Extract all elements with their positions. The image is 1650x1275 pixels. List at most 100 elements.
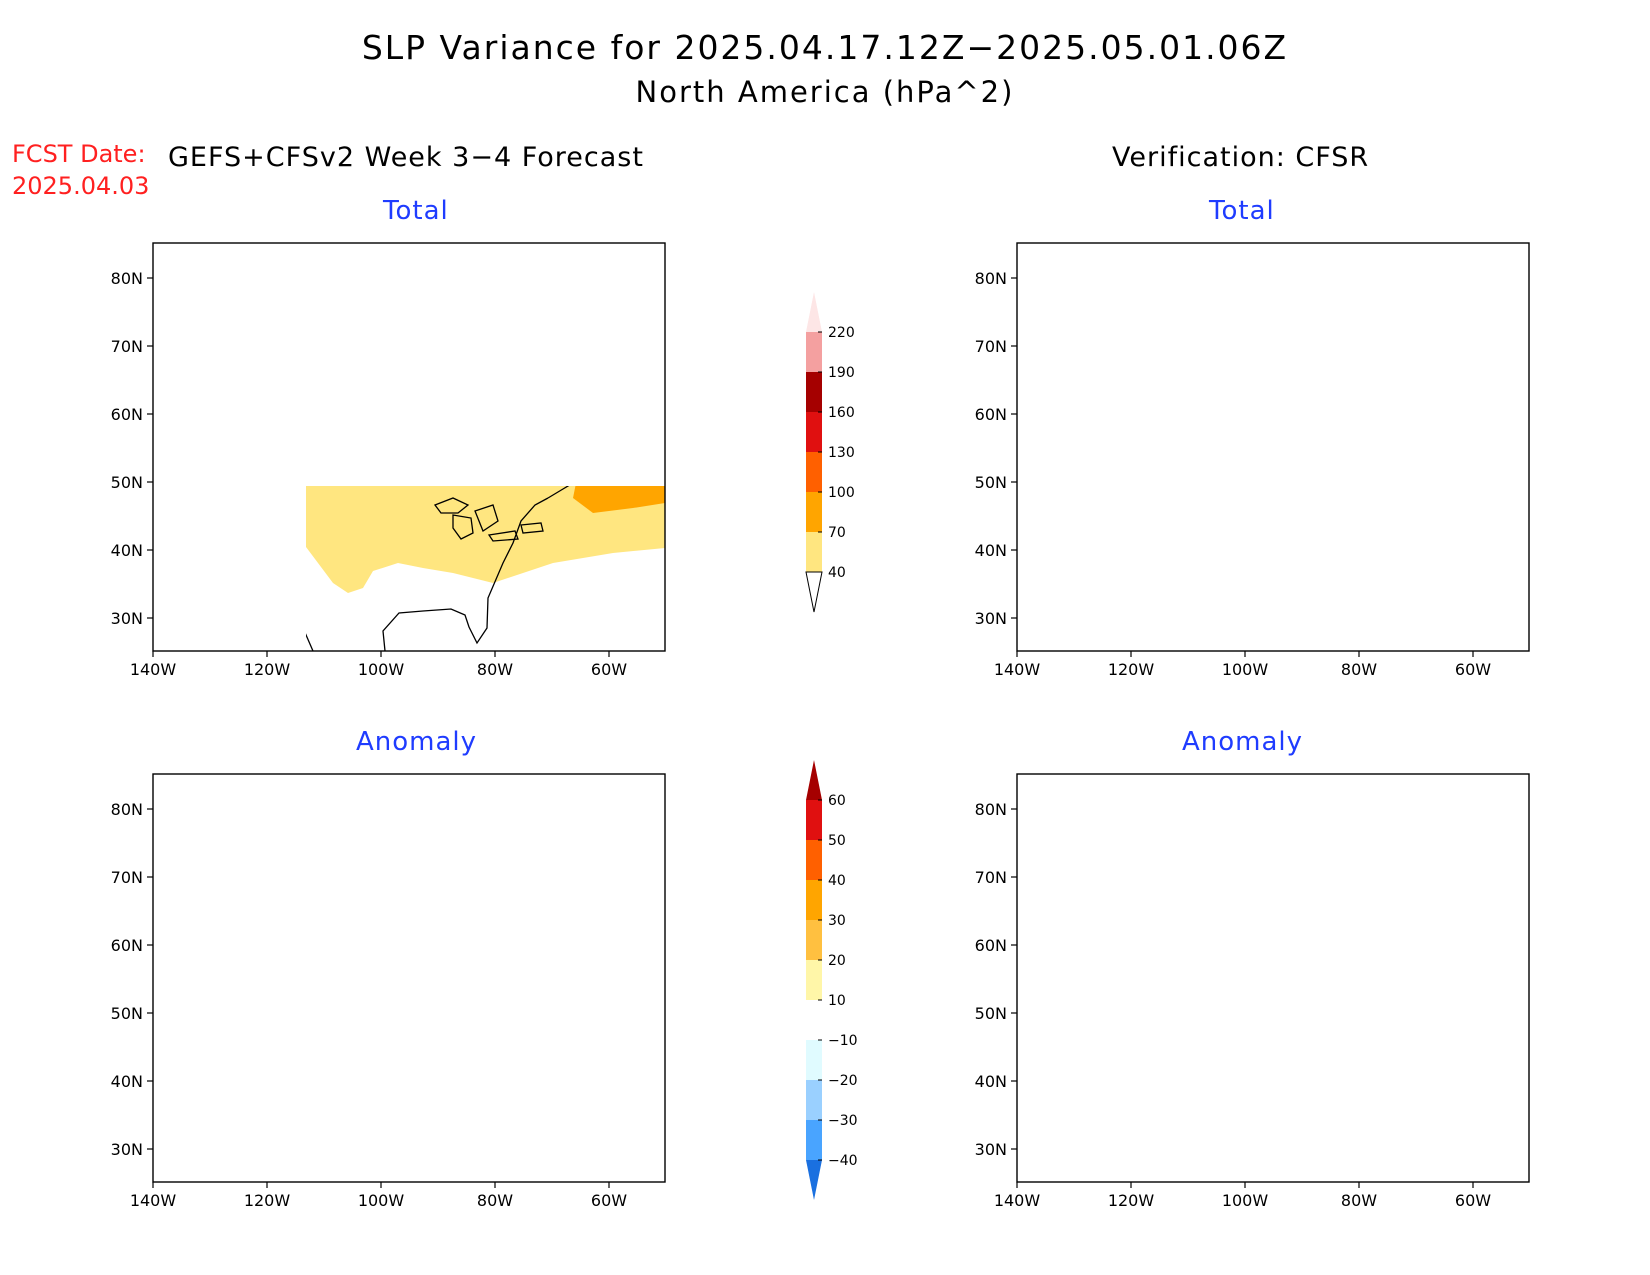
- lat-label: 80N: [975, 800, 1007, 819]
- verification-anomaly-shade-neg30: [1017, 964, 1097, 1049]
- lat-label: 40N: [111, 541, 143, 560]
- colorbar-bottom-arrow: [805, 571, 823, 613]
- lon-label: 140W: [130, 1191, 177, 1210]
- total-colorbar: 40 70 100 130 160 190 220: [805, 292, 855, 613]
- lat-label: 60N: [111, 936, 143, 955]
- lat-label: 30N: [975, 609, 1007, 628]
- verification-total-map: [1016, 242, 1530, 652]
- lat-label: 50N: [111, 1004, 143, 1023]
- lat-label: 60N: [111, 405, 143, 424]
- lon-label: 80W: [1341, 660, 1377, 679]
- colorbar-bin: [806, 412, 822, 452]
- verification-anomaly-shade-30: [1077, 886, 1217, 962]
- colorbar-bin: [806, 1080, 822, 1120]
- lon-label: 60W: [1455, 1191, 1491, 1210]
- colorbar-label: 50: [828, 833, 846, 849]
- forecast-anomaly-title: Anomaly: [356, 727, 478, 757]
- colorbar-bin: [806, 372, 822, 412]
- anomaly-colorbar: 60 50 40 30 20 10 −10 −20 −30 −40: [806, 760, 858, 1200]
- lat-label: 50N: [975, 473, 1007, 492]
- lon-label: 100W: [358, 660, 405, 679]
- colorbar-label: 20: [828, 953, 846, 969]
- verification-total-shade-100: [1087, 368, 1202, 443]
- verification-total-shade-160: [1132, 393, 1167, 418]
- lon-label: 80W: [477, 1191, 513, 1210]
- verification-total-shade-130: [1112, 383, 1182, 428]
- forecast-total-shade-40: [153, 243, 665, 393]
- verification-anomaly-shade-neg20: [1017, 774, 1529, 1182]
- colorbar-label: 100: [828, 485, 855, 501]
- verification-column-heading: Verification: CFSR: [1112, 142, 1370, 173]
- colorbar-label: 30: [828, 913, 846, 929]
- colorbar-label: 40: [828, 873, 846, 889]
- colorbar-label: −20: [828, 1073, 858, 1089]
- forecast-anomaly-map: [152, 773, 666, 1183]
- colorbar-bottom-arrow: [806, 1160, 822, 1200]
- lat-label: 70N: [975, 337, 1007, 356]
- lat-label: 60N: [975, 405, 1007, 424]
- colorbar-label: 10: [828, 993, 846, 1009]
- forecast-total-title: Total: [383, 196, 449, 226]
- lat-label: 60N: [975, 936, 1007, 955]
- lon-label: 100W: [358, 1191, 405, 1210]
- colorbar-label: 70: [828, 525, 846, 541]
- lat-label: 80N: [111, 269, 143, 288]
- colorbar-top-arrow: [806, 292, 822, 332]
- colorbar-label: −40: [828, 1153, 858, 1169]
- colorbar-bin: [806, 960, 822, 1000]
- lon-label: 120W: [1108, 1191, 1155, 1210]
- verification-anomaly-map: [1016, 773, 1530, 1183]
- page-subtitle: North America (hPa^2): [635, 75, 1015, 109]
- forecast-anomaly-shade-neg10: [343, 854, 665, 1084]
- lon-label: 60W: [1455, 660, 1491, 679]
- colorbar-bin: [806, 880, 822, 920]
- lon-label: 80W: [1341, 1191, 1377, 1210]
- lat-label: 30N: [975, 1140, 1007, 1159]
- colorbar-bin: [806, 1040, 822, 1080]
- lon-label: 120W: [244, 1191, 291, 1210]
- lat-label: 30N: [111, 609, 143, 628]
- colorbar-top-arrow: [806, 760, 822, 800]
- forecast-total-shade-70: [573, 486, 665, 513]
- lat-label: 50N: [111, 473, 143, 492]
- colorbar-label: −10: [828, 1033, 858, 1049]
- lon-label: 80W: [477, 660, 513, 679]
- lon-label: 140W: [994, 660, 1041, 679]
- fcst-date-label: FCST Date:: [12, 140, 146, 168]
- forecast-column-heading: GEFS+CFSv2 Week 3−4 Forecast: [168, 142, 644, 173]
- verification-anomaly-shade-60: [1117, 912, 1179, 942]
- verification-total-shade-70: [1037, 355, 1257, 463]
- colorbar-label: 190: [828, 365, 855, 381]
- lat-label: 50N: [975, 1004, 1007, 1023]
- page-title: SLP Variance for 2025.04.17.12Z−2025.05.…: [361, 28, 1289, 67]
- forecast-anomaly-shade-neg20: [469, 946, 503, 974]
- colorbar-bin: [806, 452, 822, 492]
- lat-label: 80N: [975, 269, 1007, 288]
- lon-label: 120W: [1108, 660, 1155, 679]
- lon-label: 120W: [244, 660, 291, 679]
- lat-label: 70N: [975, 868, 1007, 887]
- forecast-total-map: [152, 242, 666, 652]
- lon-label: 100W: [1222, 660, 1269, 679]
- colorbar-label: 60: [828, 793, 846, 809]
- colorbar-label: −30: [828, 1113, 858, 1129]
- colorbar-bin: [806, 920, 822, 960]
- verification-anomaly-title: Anomaly: [1182, 727, 1304, 757]
- verification-anomaly-shade-10: [1047, 864, 1257, 979]
- fcst-date-value: 2025.04.03: [12, 172, 150, 200]
- verification-anomaly-shade-20: [1067, 879, 1232, 969]
- lon-label: 100W: [1222, 1191, 1269, 1210]
- lat-label: 40N: [975, 541, 1007, 560]
- lat-label: 30N: [111, 1140, 143, 1159]
- colorbar-label: 220: [828, 325, 855, 341]
- lat-label: 70N: [111, 868, 143, 887]
- colorbar-bin: [806, 840, 822, 880]
- lon-label: 60W: [591, 1191, 627, 1210]
- verification-anomaly-shade-50: [1105, 906, 1189, 948]
- colorbar-bin: [806, 532, 822, 572]
- lat-label: 40N: [111, 1072, 143, 1091]
- fcst-date-block: FCST Date: 2025.04.03: [12, 138, 149, 202]
- lon-label: 140W: [994, 1191, 1041, 1210]
- verification-total-shade-40: [1017, 293, 1529, 578]
